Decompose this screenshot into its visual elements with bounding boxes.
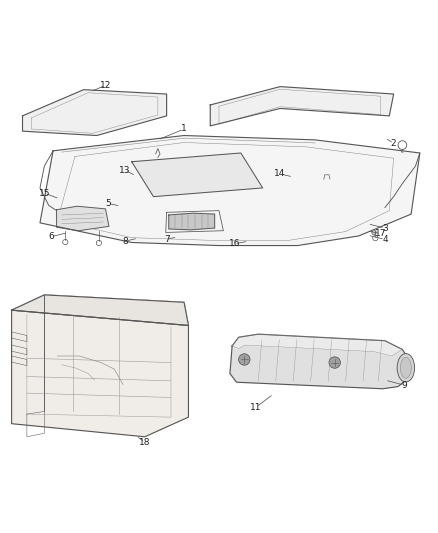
Text: 8: 8 [122, 237, 128, 246]
Text: 12: 12 [100, 81, 111, 90]
Text: 11: 11 [251, 402, 262, 411]
Bar [132, 200, 138, 206]
Ellipse shape [310, 172, 338, 187]
Text: 9: 9 [402, 381, 407, 390]
Polygon shape [12, 295, 188, 326]
Text: 18: 18 [139, 438, 151, 447]
Circle shape [239, 354, 250, 365]
Polygon shape [132, 153, 263, 197]
Text: 6: 6 [48, 232, 54, 241]
FancyBboxPatch shape [134, 143, 162, 156]
Ellipse shape [372, 230, 376, 235]
Polygon shape [232, 334, 403, 356]
Circle shape [329, 357, 340, 368]
Ellipse shape [367, 219, 375, 227]
Text: 4: 4 [382, 235, 388, 244]
Text: 7: 7 [164, 235, 170, 244]
Ellipse shape [302, 167, 346, 191]
Polygon shape [12, 310, 188, 437]
Text: 16: 16 [229, 239, 240, 248]
Ellipse shape [397, 353, 415, 382]
Text: 3: 3 [382, 223, 388, 232]
Bar [124, 192, 131, 198]
Text: 5: 5 [105, 199, 110, 208]
Ellipse shape [244, 229, 272, 243]
Polygon shape [210, 87, 394, 126]
Text: 17: 17 [375, 229, 386, 238]
Polygon shape [169, 213, 215, 230]
Ellipse shape [400, 357, 411, 378]
Text: 13: 13 [120, 166, 131, 175]
Text: 15: 15 [39, 189, 50, 198]
Text: 1: 1 [181, 125, 187, 133]
Polygon shape [22, 90, 166, 135]
Polygon shape [230, 334, 411, 389]
Polygon shape [12, 295, 188, 326]
Polygon shape [40, 135, 420, 246]
FancyBboxPatch shape [273, 206, 313, 223]
Text: 14: 14 [275, 169, 286, 179]
Ellipse shape [250, 232, 267, 240]
Polygon shape [57, 206, 109, 231]
Text: 2: 2 [391, 139, 396, 148]
Ellipse shape [53, 193, 62, 200]
